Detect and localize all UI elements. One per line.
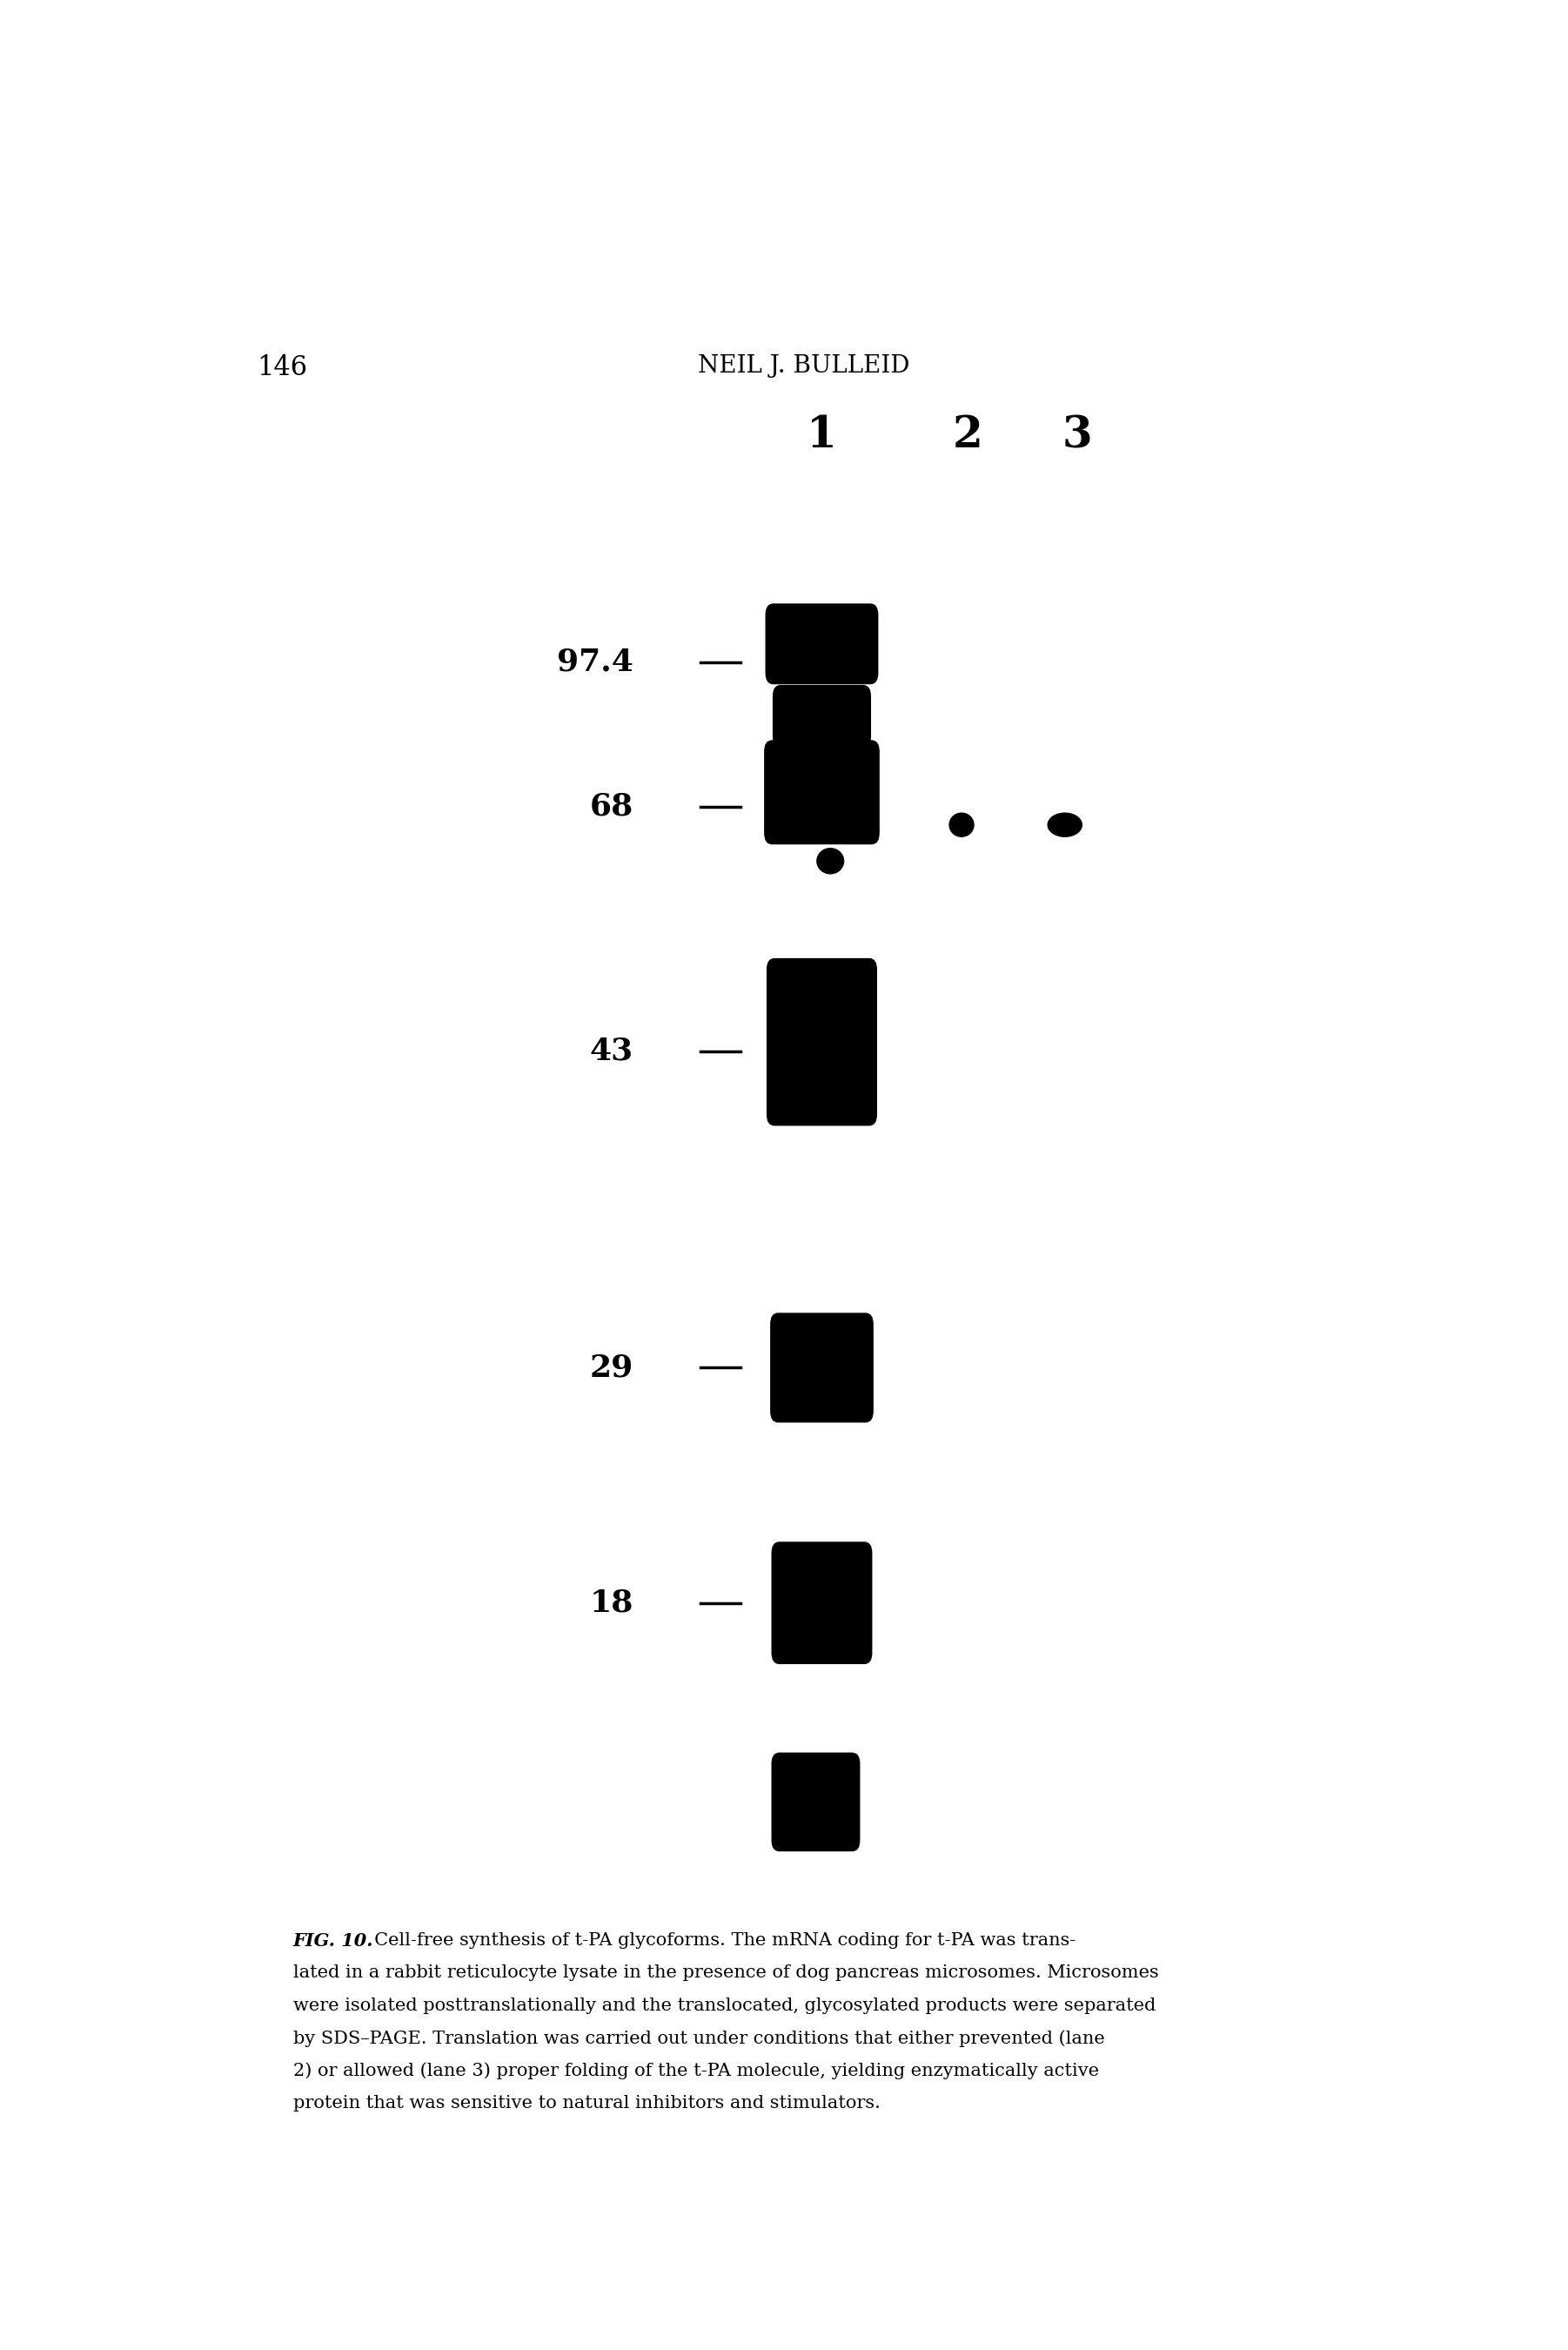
Text: 29: 29	[590, 1354, 633, 1382]
Text: lated in a rabbit reticulocyte lysate in the presence of dog pancreas microsomes: lated in a rabbit reticulocyte lysate in…	[293, 1965, 1159, 1981]
Text: Cell-free synthesis of t-PA glycoforms. The mRNA coding for t-PA was trans-: Cell-free synthesis of t-PA glycoforms. …	[364, 1932, 1076, 1948]
Text: 68: 68	[590, 792, 633, 822]
FancyBboxPatch shape	[771, 1542, 872, 1664]
Ellipse shape	[1047, 813, 1082, 837]
FancyBboxPatch shape	[765, 740, 880, 844]
FancyBboxPatch shape	[773, 686, 870, 747]
Text: FIG. 10.: FIG. 10.	[293, 1932, 373, 1950]
FancyBboxPatch shape	[767, 959, 877, 1126]
FancyBboxPatch shape	[771, 1753, 859, 1852]
Text: 97.4: 97.4	[557, 646, 633, 677]
Text: 18: 18	[590, 1589, 633, 1617]
Text: by SDS–PAGE. Translation was carried out under conditions that either prevented : by SDS–PAGE. Translation was carried out…	[293, 2030, 1105, 2047]
Text: 146: 146	[257, 355, 307, 381]
FancyBboxPatch shape	[771, 1314, 873, 1422]
FancyBboxPatch shape	[765, 604, 878, 684]
Text: 3: 3	[1062, 414, 1093, 458]
Text: were isolated posttranslationally and the translocated, glycosylated products we: were isolated posttranslationally and th…	[293, 1998, 1156, 2014]
Ellipse shape	[817, 848, 844, 874]
Text: NEIL J. BULLEID: NEIL J. BULLEID	[698, 355, 909, 378]
Text: 2) or allowed (lane 3) proper folding of the t-PA molecule, yielding enzymatical: 2) or allowed (lane 3) proper folding of…	[293, 2063, 1099, 2080]
Text: 43: 43	[590, 1036, 633, 1067]
Text: 2: 2	[952, 414, 983, 458]
Text: 1: 1	[806, 414, 837, 458]
Text: protein that was sensitive to natural inhibitors and stimulators.: protein that was sensitive to natural in…	[293, 2096, 881, 2113]
Ellipse shape	[950, 813, 974, 837]
